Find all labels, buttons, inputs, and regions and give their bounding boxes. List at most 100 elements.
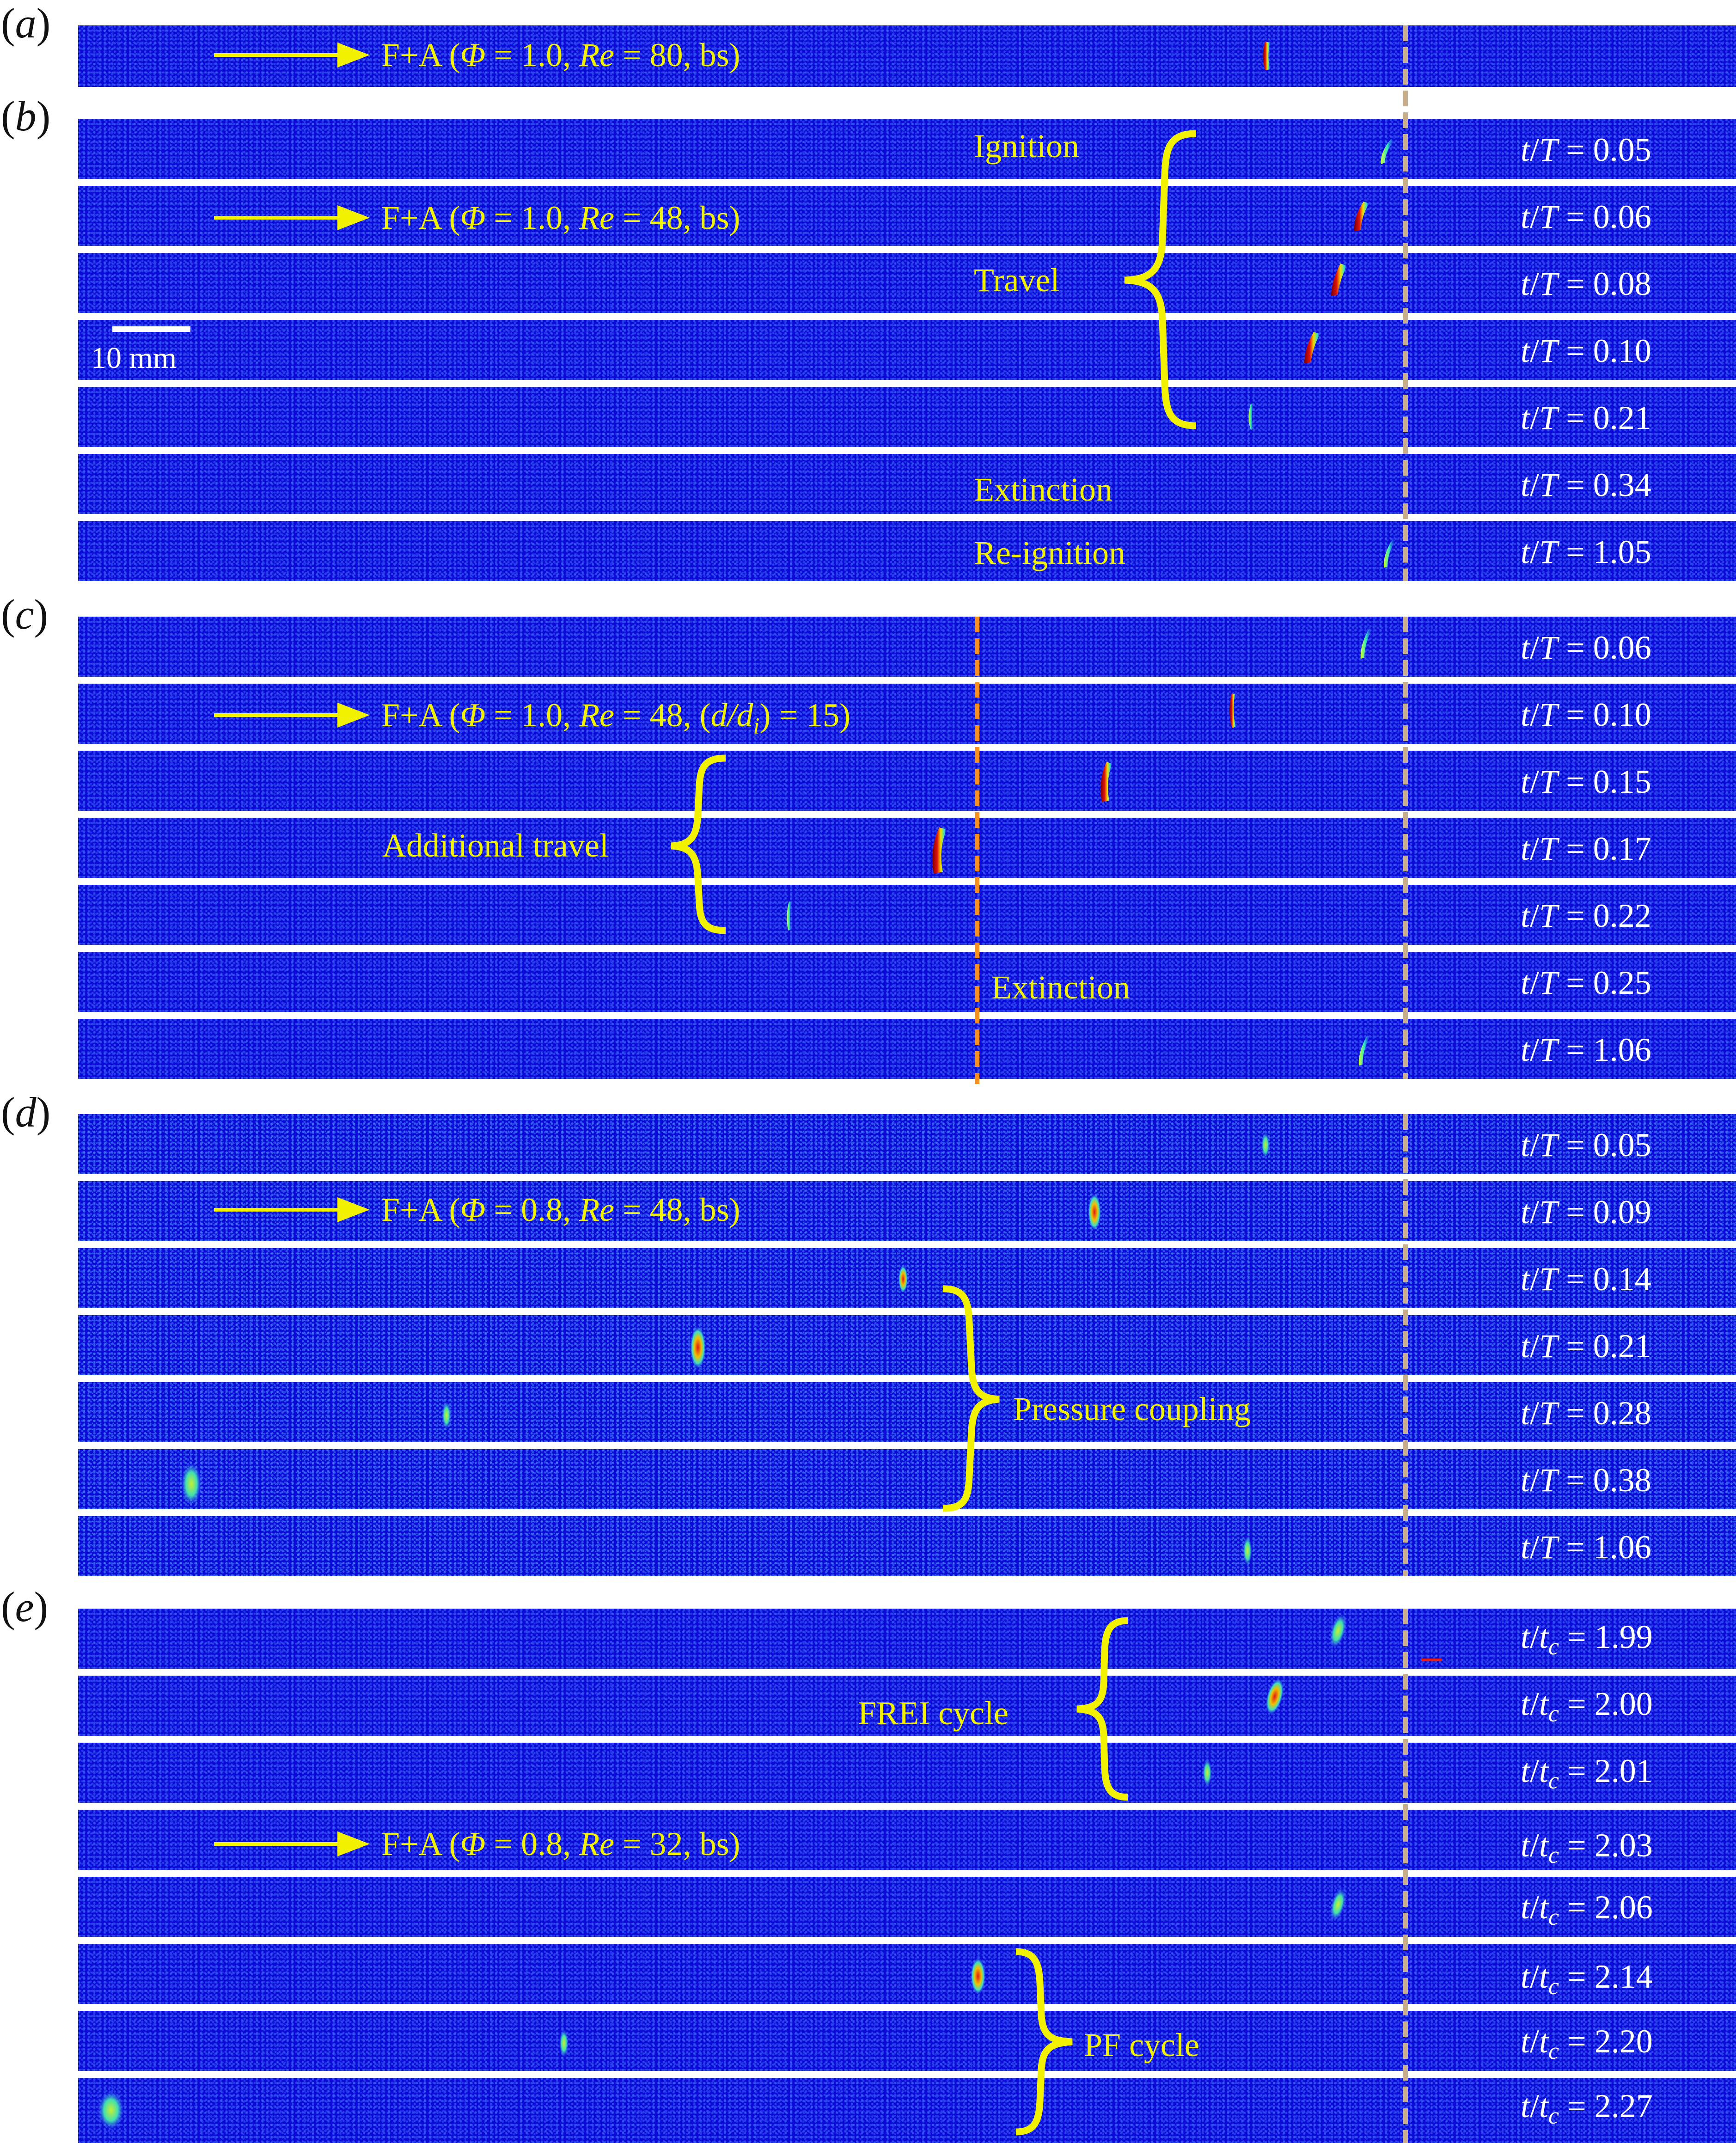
flame-d5 — [442, 1402, 451, 1429]
image-strip-d-row7 — [78, 1516, 1736, 1576]
scale-bar-label: 10 mm — [91, 341, 177, 375]
image-strip-c-row2 — [78, 684, 1736, 744]
time-label-d-row3: t/T = 0.14 — [1521, 1261, 1651, 1298]
flame-b4 — [1304, 332, 1320, 363]
time-label-e-row7: t/tc = 2.20 — [1521, 2023, 1653, 2064]
flow-arrow-b-icon — [214, 205, 370, 230]
image-strip-b-row5 — [78, 387, 1736, 447]
annotation-travel: Travel — [974, 262, 1060, 299]
brace-e-frei-cycle — [1076, 1617, 1128, 1801]
image-strip-b-row4 — [78, 320, 1736, 380]
flame-e1 — [1329, 1614, 1347, 1648]
image-strip-d-row6 — [78, 1449, 1736, 1509]
flame-d6 — [181, 1463, 202, 1505]
time-label-e-row1: t/tc = 1.99 — [1521, 1618, 1653, 1660]
flow-condition-e: F+A (Φ = 0.8, Re = 32, bs) — [381, 1825, 740, 1862]
image-strip-e-row5 — [78, 1877, 1736, 1937]
flame-c5 — [787, 901, 792, 931]
annotation-extinction-b: Extinction — [974, 471, 1113, 508]
time-label-b-row6: t/T = 0.34 — [1521, 466, 1651, 503]
image-strip-b-row3 — [78, 253, 1736, 313]
flame-e5 — [1330, 1888, 1346, 1921]
time-label-c-row7: t/T = 1.06 — [1521, 1031, 1651, 1068]
flame-b7 — [1383, 540, 1395, 568]
time-label-c-row1: t/T = 0.06 — [1521, 629, 1651, 666]
flame-d1 — [1261, 1132, 1270, 1158]
time-label-b-row4: t/T = 0.10 — [1521, 332, 1651, 369]
image-strip-e-row2 — [78, 1676, 1736, 1736]
annotation-additional-travel: Additional travel — [382, 827, 609, 864]
panel-label-a: (a) — [1, 0, 51, 47]
time-label-c-row3: t/T = 0.15 — [1521, 763, 1651, 800]
time-label-b-row1: t/T = 0.05 — [1521, 131, 1651, 168]
time-label-c-row2: t/T = 0.10 — [1521, 696, 1651, 733]
time-label-b-row5: t/T = 0.21 — [1521, 399, 1651, 436]
image-strip-e-row7 — [78, 2011, 1736, 2071]
flow-condition-d: F+A (Φ = 0.8, Re = 48, bs) — [381, 1191, 740, 1228]
annotation-frei-cycle: FREI cycle — [858, 1695, 1009, 1732]
panel-label-c: (c) — [1, 591, 49, 638]
time-label-d-row7: t/T = 1.06 — [1521, 1529, 1651, 1566]
flame-c1 — [1360, 629, 1372, 659]
image-strip-d-row1 — [78, 1114, 1736, 1174]
flame-d3 — [899, 1265, 908, 1293]
brace-d-pressure-coupling — [942, 1285, 1000, 1512]
flame-b2 — [1354, 202, 1369, 231]
flame-b5 — [1248, 404, 1253, 430]
flame-a — [1263, 42, 1270, 70]
flow-arrow-a-icon — [214, 43, 370, 67]
time-label-b-row3: t/T = 0.08 — [1521, 265, 1651, 302]
panel-label-d: (d) — [1, 1089, 51, 1136]
time-label-c-row5: t/T = 0.22 — [1521, 897, 1651, 934]
image-strip-c-row1 — [78, 617, 1736, 677]
flow-condition-a: F+A (Φ = 1.0, Re = 80, bs) — [381, 37, 740, 73]
image-strip-e-row3 — [78, 1743, 1736, 1803]
image-strip-b-row6 — [78, 454, 1736, 514]
brace-e-pf-cycle — [1015, 1948, 1073, 2136]
image-strip-d-row5 — [78, 1382, 1736, 1442]
flame-b3 — [1331, 263, 1347, 296]
image-strip-c-row4 — [78, 818, 1736, 878]
image-strip-e-row6 — [78, 1944, 1736, 2004]
image-strip-e-row8 — [78, 2078, 1736, 2143]
panel-label-e: (e) — [1, 1583, 49, 1630]
flame-d4 — [690, 1326, 706, 1369]
time-label-d-row1: t/T = 0.05 — [1521, 1127, 1651, 1163]
panel-label-b: (b) — [1, 92, 51, 140]
flame-d2 — [1088, 1194, 1101, 1231]
image-strip-d-row4 — [78, 1315, 1736, 1375]
time-label-e-row4: t/tc = 2.03 — [1521, 1827, 1653, 1868]
time-label-d-row2: t/T = 0.09 — [1521, 1194, 1651, 1231]
image-strip-c-row3 — [78, 751, 1736, 811]
time-label-e-row5: t/tc = 2.06 — [1521, 1889, 1653, 1930]
brace-b-travel — [1124, 130, 1197, 429]
time-label-b-row7: t/T = 1.05 — [1521, 533, 1651, 570]
image-strip-c-row5 — [78, 885, 1736, 945]
time-label-b-row2: t/T = 0.06 — [1521, 198, 1651, 235]
flow-arrow-e-icon — [214, 1831, 370, 1856]
image-strip-e-row1 — [78, 1609, 1736, 1669]
flame-b1 — [1381, 139, 1394, 164]
image-strip-a — [78, 25, 1736, 87]
image-strip-c-row7 — [78, 1019, 1736, 1079]
flow-condition-c: F+A (Φ = 1.0, Re = 48, (d/di) = 15) — [381, 697, 851, 739]
flame-c7 — [1358, 1035, 1370, 1065]
time-label-e-row8: t/tc = 2.27 — [1521, 2088, 1653, 2129]
annotation-extinction-c: Extinction — [991, 969, 1130, 1006]
flame-c2 — [1229, 693, 1236, 728]
scale-bar — [112, 326, 190, 332]
flame-e3 — [1203, 1759, 1212, 1787]
annotation-reignition: Re-ignition — [974, 534, 1125, 571]
time-label-e-row3: t/tc = 2.01 — [1521, 1752, 1653, 1794]
flame-e8 — [98, 2091, 124, 2130]
flame-e6 — [971, 1958, 985, 1995]
brace-c-additional-travel — [671, 754, 726, 934]
annotation-pf-cycle: PF cycle — [1084, 2027, 1199, 2063]
annotation-ignition: Ignition — [974, 128, 1079, 165]
flame-e1-streak — [1421, 1659, 1442, 1661]
time-label-d-row4: t/T = 0.21 — [1521, 1328, 1651, 1365]
flame-d7 — [1243, 1536, 1252, 1566]
